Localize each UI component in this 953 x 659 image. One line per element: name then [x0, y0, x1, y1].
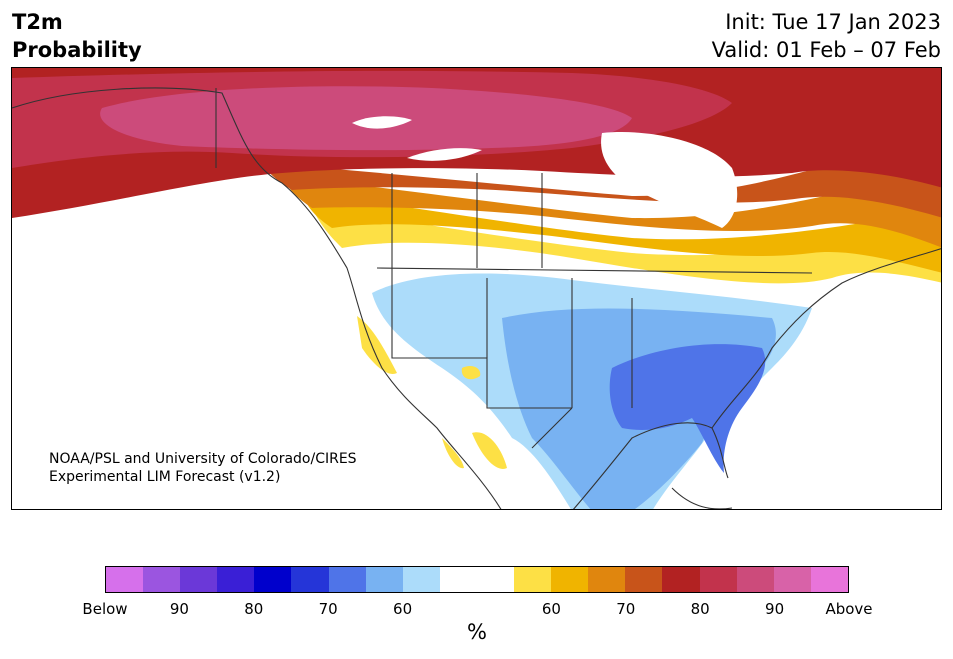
- warm-band-60: [312, 208, 941, 284]
- colorbar-segment: [439, 567, 477, 592]
- colorbar-segment: [588, 567, 626, 592]
- colorbar-tick-label: 80: [690, 600, 710, 618]
- forecast-dates: Init: Tue 17 Jan 2023 Valid: 01 Feb – 07…: [712, 8, 941, 64]
- northern-lake: [352, 116, 412, 129]
- warm-patch-baja: [472, 432, 507, 469]
- colorbar-segment: [402, 567, 440, 592]
- warm-patch-utah: [461, 365, 481, 380]
- colorbar-segment: [180, 567, 218, 592]
- colorbar-tick-label: 90: [765, 600, 785, 618]
- colorbar-tick-label: 70: [616, 600, 636, 618]
- map-title: T2m Probability: [12, 8, 142, 64]
- attribution-line1: NOAA/PSL and University of Colorado/CIRE…: [49, 451, 357, 467]
- warm-band-65: [302, 193, 941, 273]
- colorbar-tick-label: Below: [82, 600, 128, 618]
- valid-range: Valid: 01 Feb – 07 Feb: [711, 38, 941, 62]
- init-date: Init: Tue 17 Jan 2023: [725, 10, 941, 34]
- colorbar-unit: %: [467, 620, 487, 644]
- colorbar-segment: [365, 567, 403, 592]
- colorbar-segment: [625, 567, 663, 592]
- colorbar-tick-label: 80: [244, 600, 264, 618]
- map-canvas: [12, 68, 941, 509]
- title-metric: Probability: [12, 38, 142, 62]
- warm-band-90: [100, 86, 633, 151]
- probability-colorbar: [105, 566, 849, 593]
- colorbar-segment: [254, 567, 292, 592]
- hudson-bay: [601, 132, 738, 228]
- northern-lake-2: [407, 148, 482, 161]
- attribution: NOAA/PSL and University of Colorado/CIRE…: [49, 450, 357, 486]
- coastlines-and-borders: [12, 87, 941, 509]
- colorbar-segment: [291, 567, 329, 592]
- colorbar-segment: [551, 567, 589, 592]
- colorbar-tick-label: Above: [825, 600, 873, 618]
- colorbar-segment: [662, 567, 700, 592]
- probability-map: [11, 67, 942, 510]
- attribution-line2: Experimental LIM Forecast (v1.2): [49, 469, 281, 485]
- colorbar-segment: [736, 567, 774, 592]
- colorbar-segment: [773, 567, 811, 592]
- colorbar-tick-label: 60: [393, 600, 413, 618]
- warm-patch-mexico: [442, 438, 464, 469]
- colorbar-segment: [476, 567, 515, 592]
- cold-band-70: [609, 344, 766, 473]
- colorbar-segment: [328, 567, 366, 592]
- colorbar-segment: [810, 567, 848, 592]
- colorbar-tick-label: 70: [318, 600, 338, 618]
- colorbar-segment: [514, 567, 552, 592]
- colorbar-segment: [106, 567, 144, 592]
- colorbar-tick-label: 90: [169, 600, 189, 618]
- warm-band-70: [282, 176, 941, 248]
- colorbar-segment: [217, 567, 255, 592]
- colorbar-tick-label: 60: [541, 600, 561, 618]
- warm-patch-california: [357, 316, 397, 374]
- colorbar-segment: [143, 567, 181, 592]
- colorbar-segment: [699, 567, 737, 592]
- title-variable: T2m: [12, 10, 63, 34]
